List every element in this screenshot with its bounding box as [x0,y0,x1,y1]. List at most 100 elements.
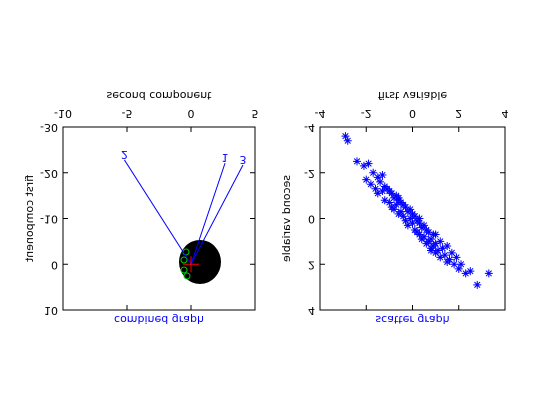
point-group [415,214,424,223]
point [415,219,424,228]
point-group [394,193,403,202]
point [431,230,440,239]
point-group [443,241,452,250]
point [436,237,445,246]
point-group [406,214,415,223]
point-group [401,216,410,225]
point [415,214,424,223]
point-group [452,253,461,262]
x-tick-label: 0 [188,107,195,120]
point [380,196,389,205]
point-group [406,205,415,214]
point [392,200,401,209]
x-tick-label: -5 [122,107,133,120]
point-group [392,200,401,209]
point-group [447,248,456,257]
point-group [450,260,459,269]
point [364,159,373,168]
point-group [378,171,387,180]
loading-vector [190,164,244,265]
x-tick-label: -4 [315,107,326,120]
point [376,177,385,186]
point-group [415,219,424,228]
point-group [359,161,368,170]
point-group [433,246,442,255]
point-group [343,136,352,145]
point [454,264,463,273]
loading-vector [124,159,192,265]
observation-cluster [179,240,221,284]
point [341,132,350,141]
point-group [390,205,398,214]
axes: -10 -5 0 5 -30 -20 -10 0 10 combined graph second … [23,89,259,326]
point [378,187,387,196]
point-group [385,198,394,207]
x-tick-label: 0 [409,107,416,120]
point-group [438,244,447,253]
point-group [431,239,440,248]
chart-title: combined graph [114,313,204,326]
x-tick-label: 4 [502,107,509,120]
point [410,212,419,221]
point-group [403,221,412,230]
y-tick-label: -4 [304,121,315,134]
point [373,173,382,182]
axes: -4 -2 0 2 4 -4 -2 0 2 4 scatter graph first variabl… [280,89,509,326]
point [431,239,440,248]
point-group [369,168,378,177]
point [362,175,371,184]
y-tick-label: 4 [308,304,315,317]
x-axis-label: first variable [378,89,448,102]
point-group [408,219,417,228]
point-group [415,230,424,239]
point-group [399,212,408,221]
observation-labels [179,240,221,284]
point-group [373,173,382,182]
point-group [353,157,361,166]
point-group [484,269,493,278]
y-tick-label: 2 [308,258,315,271]
y-axis-label: second variable [280,175,293,262]
y-tick-label: 0 [308,213,315,226]
point-group [420,221,429,230]
point-group [454,264,463,273]
point [447,248,456,257]
point-group [380,196,389,205]
point [420,232,429,241]
point-group [445,255,454,264]
point-group [440,251,449,260]
point-group [436,253,445,262]
point [424,228,433,237]
point [466,267,475,276]
y-tick-label: 10 [44,304,58,317]
vector-label: 1 [222,151,229,164]
point [396,207,405,216]
point [452,253,461,262]
observation-marker [180,266,188,274]
loading-vector [190,162,226,265]
point [440,251,449,260]
point [484,269,493,278]
point [399,212,408,221]
point [403,221,412,230]
observation-marker [183,272,191,280]
point [406,214,415,223]
point-group [401,203,410,212]
y-tick-label: -30 [40,121,58,134]
point [445,255,454,264]
point-group [396,207,405,216]
point [406,205,415,214]
x-tick-label: 5 [252,107,259,120]
point [387,189,396,198]
point-group [366,180,375,189]
point [394,193,403,202]
point-group [371,184,380,193]
point-group [362,175,371,184]
point-group [410,212,419,221]
point-group [364,159,373,168]
point [373,189,382,198]
point [473,280,482,289]
point-group [457,260,466,269]
y-tick-label: -10 [40,213,58,226]
